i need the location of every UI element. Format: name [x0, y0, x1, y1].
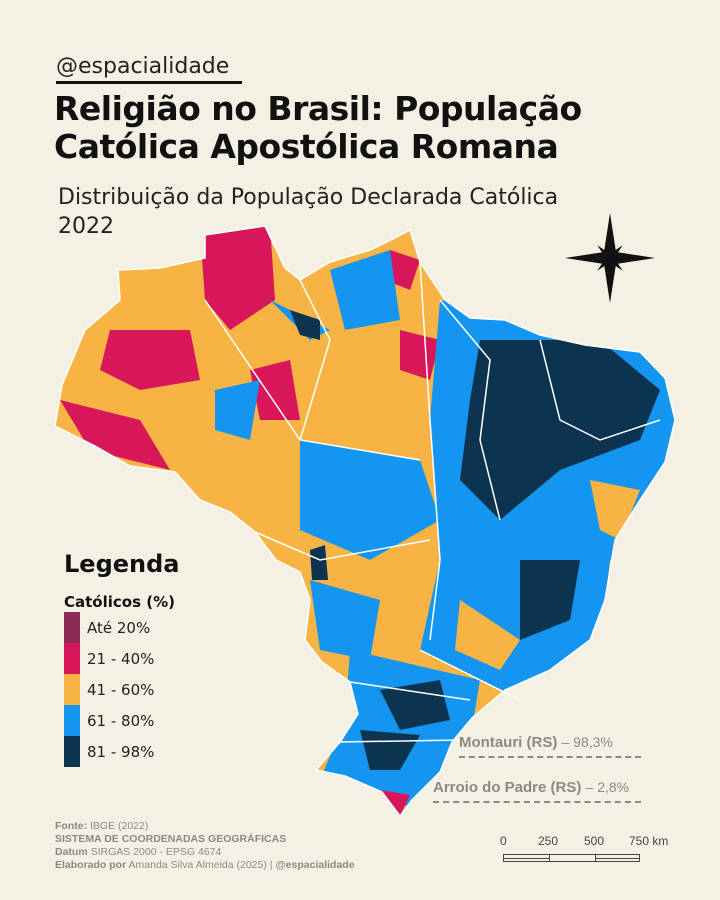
author-handle: @espacialidade — [56, 54, 242, 84]
subtitle: Distribuição da População Declarada Cató… — [58, 183, 558, 241]
scale-label: 500 — [584, 834, 605, 848]
scale-label: 0 — [500, 834, 507, 848]
source: IBGE (2022) — [90, 820, 149, 832]
annotation-name: Montauri (RS) — [459, 734, 558, 751]
page-title: Religião no Brasil: População Católica A… — [54, 90, 582, 166]
legend-item: Até 20% — [64, 612, 154, 643]
legend-label: 41 - 60% — [87, 680, 155, 699]
title-line-2: Católica Apostólica Romana — [54, 127, 559, 166]
state-borders — [204, 261, 661, 743]
legend-swatch — [64, 643, 80, 674]
source-label: Fonte: — [55, 820, 88, 832]
annotation-value: – 98,3% — [561, 734, 613, 750]
author-handle-footer: @espacialidade — [275, 859, 355, 871]
datum-label: Datum — [55, 846, 88, 858]
legend: Até 20% 21 - 40% 41 - 60% 61 - 80% 81 - … — [64, 612, 154, 767]
author-label: Elaborado por — [55, 859, 127, 871]
compass-rose-icon — [565, 213, 655, 303]
subtitle-line-1: Distribuição da População Declarada Cató… — [58, 185, 559, 210]
scale-label: 750 km — [629, 834, 669, 848]
annotation-value: – 2,8% — [585, 779, 630, 795]
legend-swatch — [64, 736, 80, 767]
crs: SISTEMA DE COORDENADAS GEOGRÁFICAS — [55, 833, 287, 845]
scale-label: 250 — [538, 834, 559, 848]
footer-credits: Fonte: IBGE (2022) SISTEMA DE COORDENADA… — [55, 820, 355, 872]
legend-subtitle: Católicos (%) — [64, 593, 175, 611]
legend-item: 41 - 60% — [64, 674, 154, 705]
legend-label: Até 20% — [87, 618, 151, 637]
legend-title: Legenda — [64, 550, 180, 578]
title-line-1: Religião no Brasil: População — [54, 89, 582, 128]
annotation-name: Arroio do Padre (RS) — [433, 779, 582, 796]
legend-swatch — [64, 612, 80, 643]
subtitle-year: 2022 — [58, 214, 114, 239]
legend-label: 61 - 80% — [87, 711, 155, 730]
legend-item: 61 - 80% — [64, 705, 154, 736]
author: Amanda Silva Almeida (2025) | — [128, 859, 273, 871]
scale-bar-graphic — [503, 854, 640, 862]
legend-item: 21 - 40% — [64, 643, 154, 674]
annotation-max: Montauri (RS) – 98,3% — [459, 734, 641, 758]
annotation-min: Arroio do Padre (RS) – 2,8% — [433, 779, 641, 803]
legend-label: 21 - 40% — [87, 649, 155, 668]
legend-swatch — [64, 674, 80, 705]
legend-swatch — [64, 705, 80, 736]
datum: SIRGAS 2000 - EPSG 4674 — [90, 846, 222, 858]
legend-label: 81 - 98% — [87, 742, 155, 761]
legend-item: 81 - 98% — [64, 736, 154, 767]
